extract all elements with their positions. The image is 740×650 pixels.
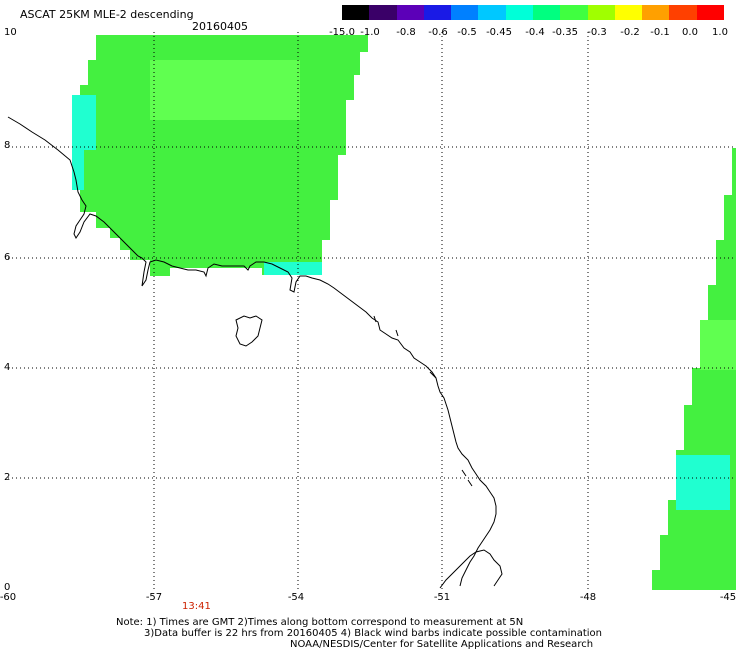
colorbar-swatch bbox=[451, 5, 479, 20]
longitude-tick-label: -57 bbox=[145, 592, 163, 603]
colorbar-swatch bbox=[696, 5, 725, 20]
longitude-tick-label: -60 bbox=[0, 592, 17, 603]
swath-right-cyan bbox=[676, 455, 730, 510]
colorbar-swatch bbox=[478, 5, 507, 20]
longitude-tick-label: -51 bbox=[433, 592, 451, 603]
swath-left-light bbox=[150, 60, 300, 120]
longitude-tick-label: -54 bbox=[287, 592, 305, 603]
colorbar-label: -0.5 bbox=[457, 27, 477, 38]
colorbar-label: -0.3 bbox=[587, 27, 607, 38]
colorbar-swatch bbox=[642, 5, 670, 20]
colorbar-label: -0.4 bbox=[525, 27, 545, 38]
colorbar-swatch bbox=[396, 5, 425, 20]
latitude-tick-label: 10 bbox=[4, 27, 17, 38]
swath-left-cyan-edge bbox=[264, 262, 322, 275]
coastline bbox=[7, 116, 503, 589]
colorbar-swatch bbox=[423, 5, 452, 20]
colorbar-swatch bbox=[587, 5, 616, 20]
colorbar-label: -0.8 bbox=[396, 27, 416, 38]
latitude-tick-label: 4 bbox=[4, 362, 11, 373]
colorbar-label: 0.0 bbox=[682, 27, 698, 38]
latitude-tick-label: 0 bbox=[4, 582, 11, 593]
map-title: ASCAT 25KM MLE-2 descending bbox=[20, 8, 194, 21]
colorbar-swatch bbox=[505, 5, 534, 20]
latitude-tick-label: 6 bbox=[4, 252, 11, 263]
colorbar-label: 1.0 bbox=[712, 27, 728, 38]
colorbar-label: -15.0 bbox=[329, 27, 355, 38]
colorbar-label: -0.45 bbox=[486, 27, 512, 38]
note-line-1: Note: 1) Times are GMT 2)Times along bot… bbox=[116, 617, 524, 628]
colorbar-swatch bbox=[669, 5, 698, 20]
scatterometer-data-layer bbox=[72, 35, 736, 590]
colorbar-swatch bbox=[342, 5, 370, 20]
colorbar-swatch bbox=[533, 5, 561, 20]
latitude-tick-label: 2 bbox=[4, 472, 11, 483]
longitude-tick-label: -48 bbox=[579, 592, 597, 603]
swath-right-light bbox=[700, 320, 736, 370]
latitude-tick-label: 8 bbox=[4, 140, 11, 151]
colorbar-label: -0.6 bbox=[428, 27, 448, 38]
colorbar-label: -0.35 bbox=[552, 27, 578, 38]
colorbar-swatch bbox=[614, 5, 643, 20]
colorbar-label: -0.1 bbox=[650, 27, 670, 38]
coastline-path bbox=[7, 116, 497, 587]
colorbar-label: -1.0 bbox=[360, 27, 380, 38]
map-date: 20160405 bbox=[192, 20, 248, 33]
note-line-2: 3)Data buffer is 22 hrs from 20160405 4)… bbox=[144, 628, 602, 639]
time-label: 13:41 bbox=[182, 601, 211, 612]
coastline-detail bbox=[373, 315, 473, 487]
island-path bbox=[235, 315, 263, 347]
colorbar-swatch bbox=[560, 5, 589, 20]
colorbar-swatch bbox=[369, 5, 398, 20]
colorbar bbox=[342, 5, 725, 20]
coastline-inner bbox=[439, 549, 503, 589]
note-line-3: NOAA/NESDIS/Center for Satellite Applica… bbox=[290, 639, 594, 650]
colorbar-label: -0.2 bbox=[620, 27, 640, 38]
lat-lon-grid bbox=[8, 32, 736, 590]
swath-left-cyan bbox=[72, 95, 96, 190]
longitude-tick-label: -45 bbox=[719, 592, 737, 603]
